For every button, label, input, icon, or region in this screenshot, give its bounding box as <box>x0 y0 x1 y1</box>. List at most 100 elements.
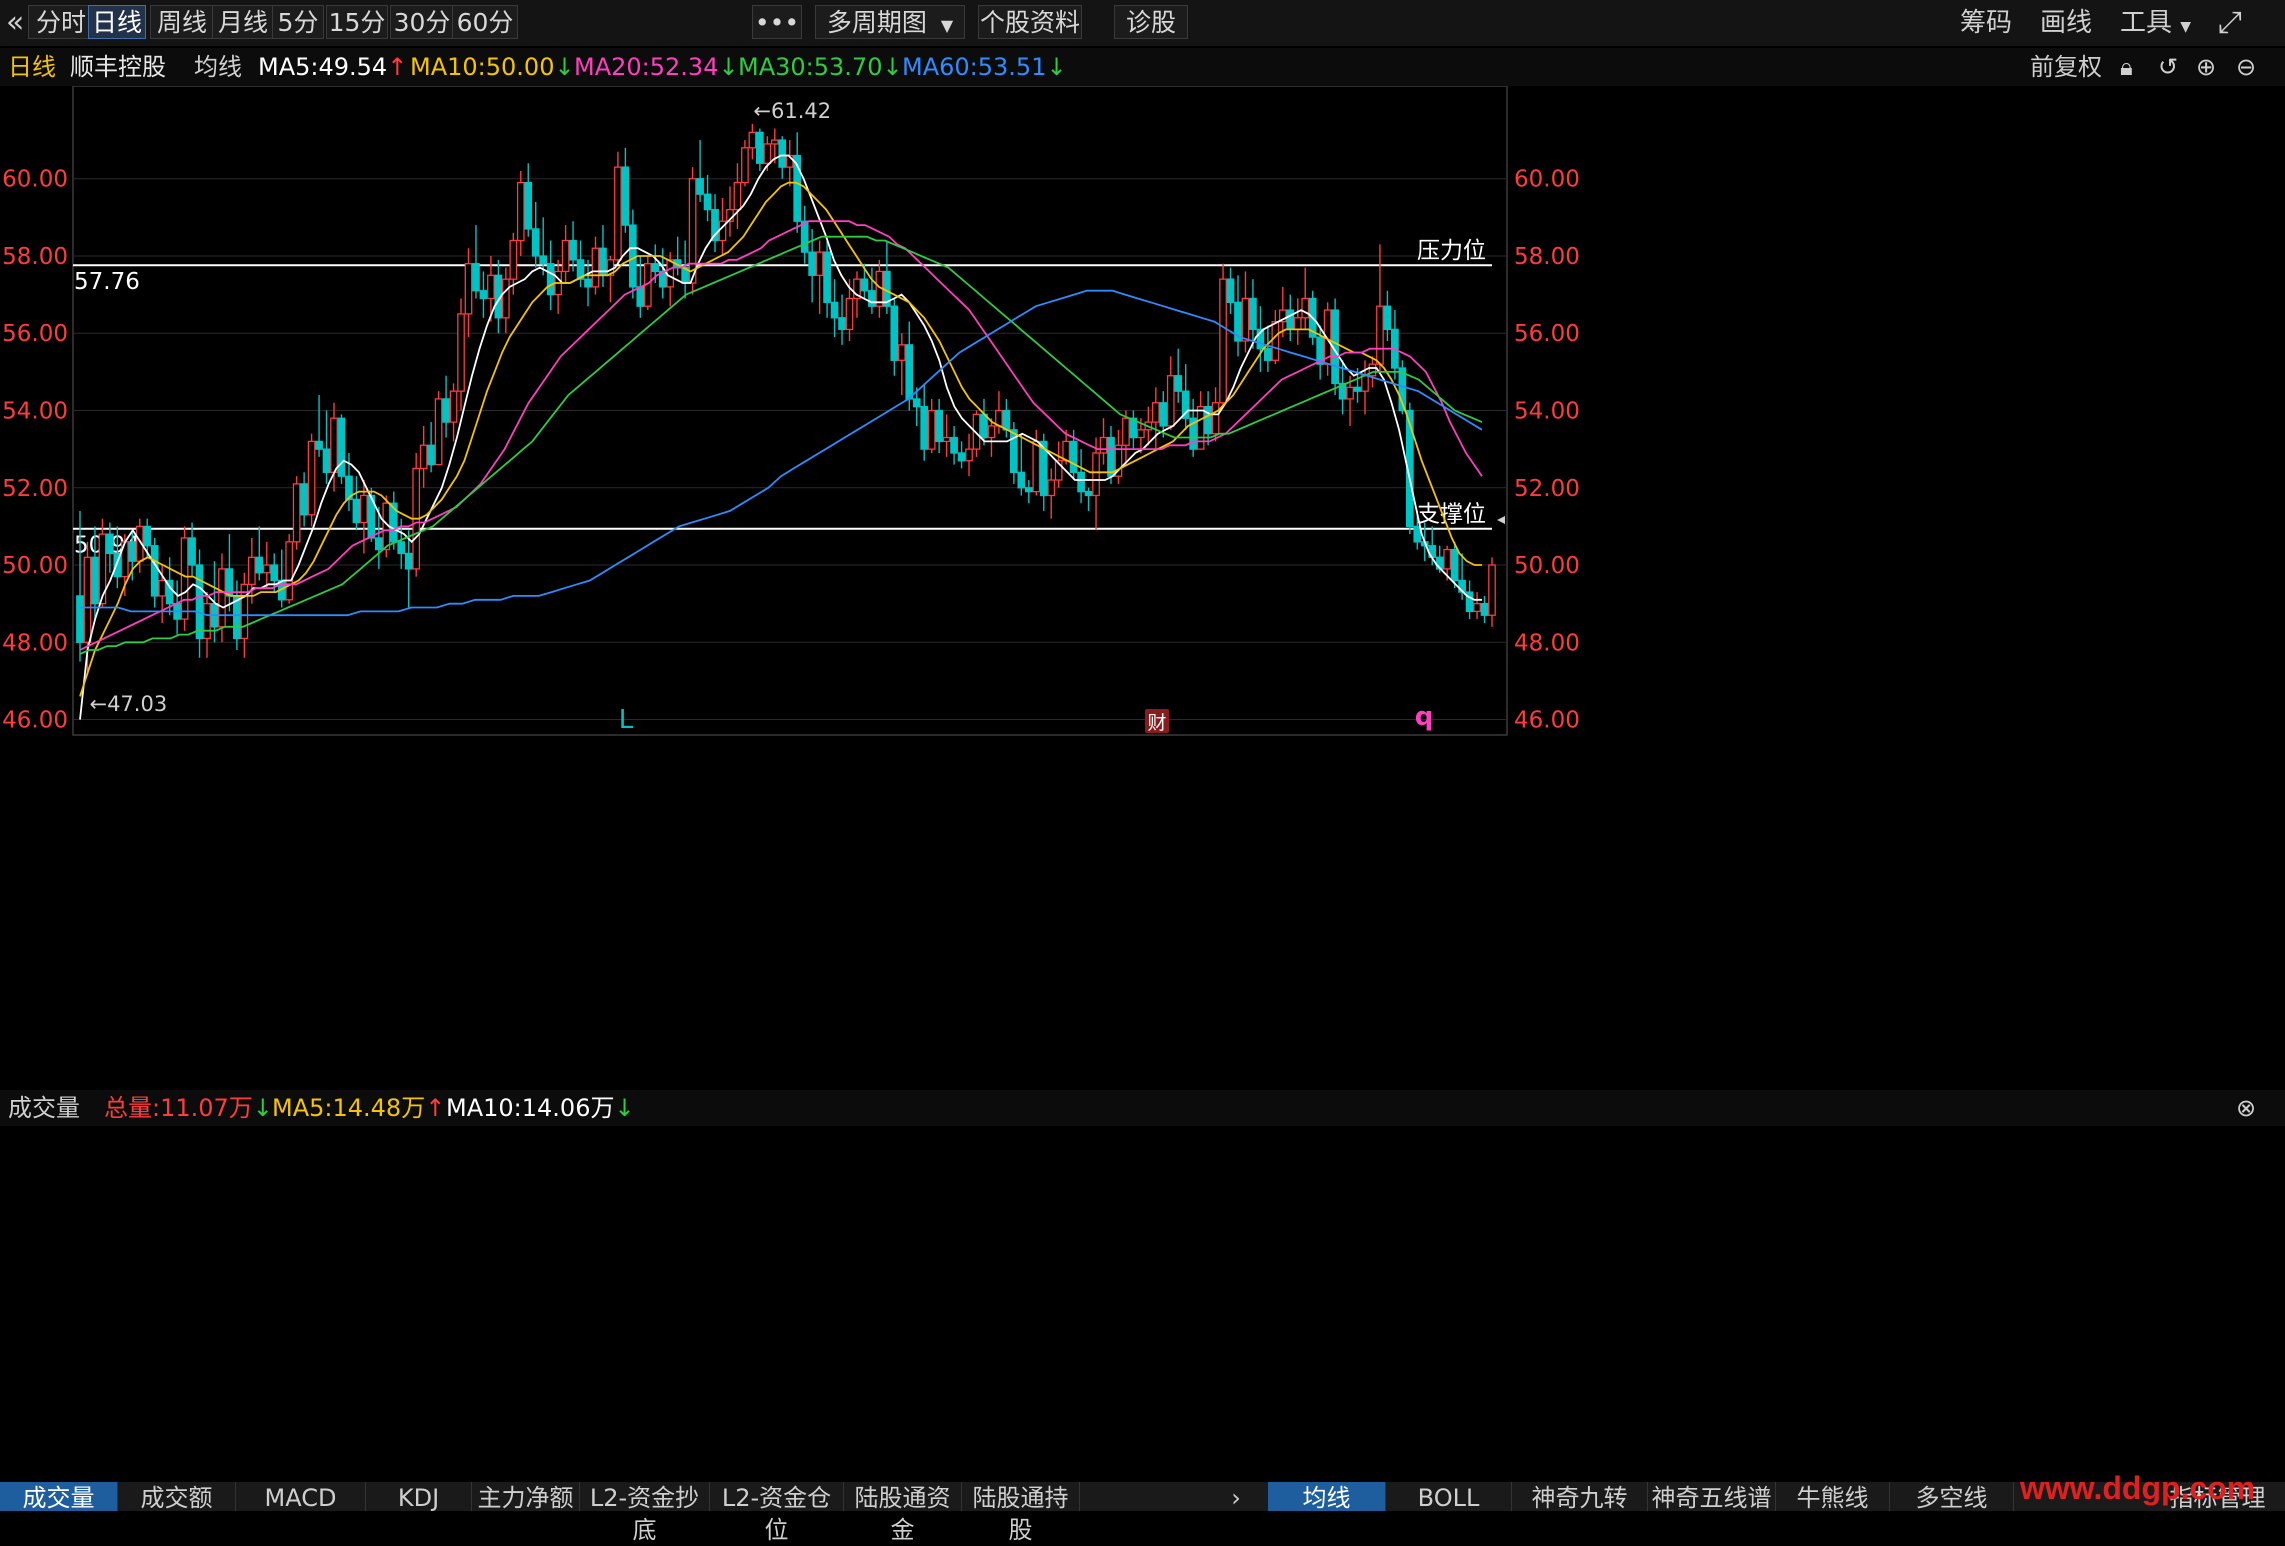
period-tab-7[interactable]: 60分 <box>452 5 518 39</box>
y-tick-label-left: 56.00 <box>2 321 68 347</box>
candle-body <box>1077 471 1085 493</box>
candle-body <box>1204 405 1212 435</box>
overlay-tab-5[interactable]: 多空线 <box>1890 1482 2014 1512</box>
volume-ma5: MA5:14.48万↑ <box>272 1094 446 1122</box>
candle-body <box>1032 440 1041 493</box>
candle-body <box>1174 375 1183 392</box>
candle-body <box>1122 417 1130 446</box>
volume-chart[interactable]: 50.9250.9238.1938.1925.4625.4612.7312.73… <box>0 1126 2285 1482</box>
candle-body <box>741 147 749 184</box>
multi-period-button[interactable]: 多周期图 ▼ <box>815 5 965 39</box>
marker-cai-bg <box>1145 709 1169 733</box>
tools-button[interactable]: 工具 ▼ <box>2120 6 2191 44</box>
candle-body <box>748 131 757 149</box>
plus-circle-icon[interactable]: ⊕ <box>2196 53 2217 81</box>
candle-body <box>1256 328 1265 350</box>
overlay-tab-3[interactable]: 神奇五线谱 <box>1648 1482 1776 1512</box>
ma-label[interactable]: 均线 <box>194 53 242 81</box>
candle-body <box>569 239 577 261</box>
y-tick-label-left: 50.00 <box>2 553 68 579</box>
candle-body <box>442 398 450 423</box>
period-tab-0[interactable]: 分时 <box>28 5 94 39</box>
diagnose-button[interactable]: 诊股 <box>1114 5 1188 39</box>
indicator-tab-1[interactable]: 成交额 <box>118 1482 236 1512</box>
candle-body <box>703 193 712 211</box>
indicator-tab-5[interactable]: L2-资金抄底 <box>580 1482 710 1544</box>
candle-body <box>853 278 861 300</box>
candle-body <box>1286 309 1295 331</box>
period-tab-2[interactable]: 周线 <box>150 5 214 39</box>
stock-name[interactable]: 顺丰控股 <box>70 53 166 81</box>
y-tick-label-right: 46.00 <box>1514 708 1580 734</box>
candle-body <box>1443 548 1452 570</box>
candle-body <box>1353 386 1362 392</box>
candle-body <box>374 537 383 551</box>
candle-body <box>591 247 600 288</box>
candle-body <box>1084 490 1093 497</box>
indicator-manage-tab[interactable]: 指标管理 <box>2169 1484 2266 1512</box>
candle-body <box>1271 320 1280 361</box>
candle-body <box>935 409 944 443</box>
marker-l: L <box>619 705 634 735</box>
indicator-tab-2[interactable]: MACD <box>236 1482 366 1512</box>
candle-body <box>815 251 824 276</box>
period-tab-4[interactable]: 5分 <box>272 5 324 39</box>
indicator-tab-8[interactable]: 陆股通持股 <box>962 1482 1080 1544</box>
lock-icon[interactable]: 🔒︎ <box>2120 53 2133 81</box>
period-tab-6[interactable]: 30分 <box>390 5 454 39</box>
arrow-up-icon: ↑ <box>425 1094 446 1122</box>
stock-info-button[interactable]: 个股资料 <box>978 5 1082 39</box>
adjust-button[interactable]: 前复权 <box>2030 53 2102 81</box>
overlay-tab-1[interactable]: BOLL <box>1386 1482 1512 1512</box>
candle-body <box>1189 417 1198 450</box>
overlay-tab-4[interactable]: 牛熊线 <box>1776 1482 1890 1512</box>
kline-chart[interactable]: 60.00 60.00 58.00 58.00 56.00 56.00 54.00 54.00… <box>0 86 2285 1086</box>
candle-body <box>285 541 294 601</box>
double-chevron-left-icon[interactable]: « <box>6 5 25 40</box>
y-tick-label-right: 54.00 <box>1514 399 1580 425</box>
minus-circle-icon[interactable]: ⊖ <box>2236 53 2257 81</box>
undo-icon[interactable]: ↺ <box>2158 53 2179 81</box>
indicator-tab-7[interactable]: 陆股通资金 <box>844 1482 962 1544</box>
candle-body <box>255 556 264 574</box>
period-tab-5[interactable]: 15分 <box>326 5 388 39</box>
candle-body <box>1211 402 1220 435</box>
period-tab-1[interactable]: 日线 <box>88 5 146 39</box>
indicator-tab-3[interactable]: KDJ <box>366 1482 472 1512</box>
candle-body <box>614 166 622 261</box>
candle-body <box>98 533 107 605</box>
candle-body <box>1039 440 1048 497</box>
candle-body <box>576 259 585 280</box>
candle-body <box>472 263 480 292</box>
candle-body <box>666 259 675 288</box>
candle-body <box>1413 525 1422 543</box>
close-icon[interactable]: ⊗ <box>2236 1094 2257 1122</box>
candle-body <box>838 317 846 331</box>
ma60-value: MA60:53.51↓ <box>902 53 1067 81</box>
chips-button[interactable]: 筹码 <box>1960 8 2013 38</box>
candle-body <box>1159 402 1168 427</box>
arrow-down-icon: ↓ <box>1046 53 1067 81</box>
y-tick-label-right: 50.00 <box>1514 553 1580 579</box>
overlay-tab-0[interactable]: 均线 <box>1268 1482 1386 1512</box>
period-tab-3[interactable]: 月线 <box>212 5 274 39</box>
candle-body <box>808 251 816 276</box>
indicator-tab-0[interactable]: 成交量 <box>0 1482 118 1512</box>
overlay-tab-2[interactable]: 神奇九转 <box>1512 1482 1648 1512</box>
candle-body <box>262 564 271 574</box>
candle-body <box>1301 297 1310 319</box>
y-tick-label-right: 52.00 <box>1514 476 1580 502</box>
indicator-tab-4[interactable]: 主力净额 <box>472 1482 580 1512</box>
candle-body <box>1196 405 1205 450</box>
candle-body <box>793 154 802 222</box>
fullscreen-icon[interactable]: ⤢ <box>2218 5 2242 40</box>
indicator-tab-6[interactable]: L2-资金仓位 <box>710 1482 844 1544</box>
candle-body <box>651 263 660 273</box>
chevron-down-icon: ▼ <box>2180 19 2192 35</box>
candle-body <box>240 583 249 640</box>
chevron-right-icon[interactable]: › <box>1231 1484 1241 1512</box>
draw-line-button[interactable]: 画线 <box>2040 8 2093 38</box>
more-button[interactable]: ••• <box>752 5 802 39</box>
candle-body <box>688 178 697 284</box>
candle-body <box>1166 375 1175 427</box>
